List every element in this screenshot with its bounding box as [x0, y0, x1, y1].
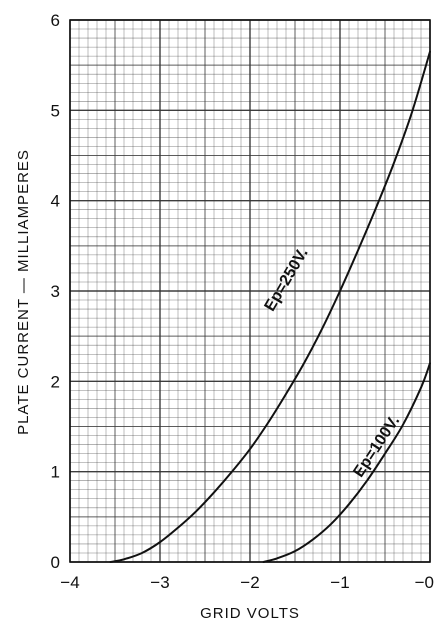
x-tick-label: −1	[330, 573, 349, 592]
curve-label-layer: Ep=250V.Ep=100V.	[262, 245, 404, 480]
y-tick-label: 6	[51, 11, 60, 30]
y-tick-labels: 0 1 2 3 4 5 6	[51, 11, 60, 572]
y-tick-label: 0	[51, 553, 60, 572]
x-tick-label: −2	[240, 573, 259, 592]
x-tick-label: −4	[60, 573, 79, 592]
x-tick-label: −0	[415, 573, 434, 592]
series-layer	[109, 50, 431, 563]
x-tick-labels: −4 −3 −2 −1 −0	[60, 573, 434, 592]
y-tick-label: 2	[51, 372, 60, 391]
y-tick-label: 1	[51, 463, 60, 482]
x-tick-label: −3	[150, 573, 169, 592]
y-tick-label: 5	[51, 101, 60, 120]
series-line-ep-100v	[262, 362, 431, 563]
plot-frame	[69, 19, 431, 563]
y-tick-label: 3	[51, 282, 60, 301]
series-line-ep-250v	[109, 50, 431, 563]
y-axis-label: PLATE CURRENT — MILLIAMPERES	[15, 149, 32, 435]
x-axis-label: GRID VOLTS	[200, 605, 300, 622]
y-tick-label: 4	[51, 192, 60, 211]
